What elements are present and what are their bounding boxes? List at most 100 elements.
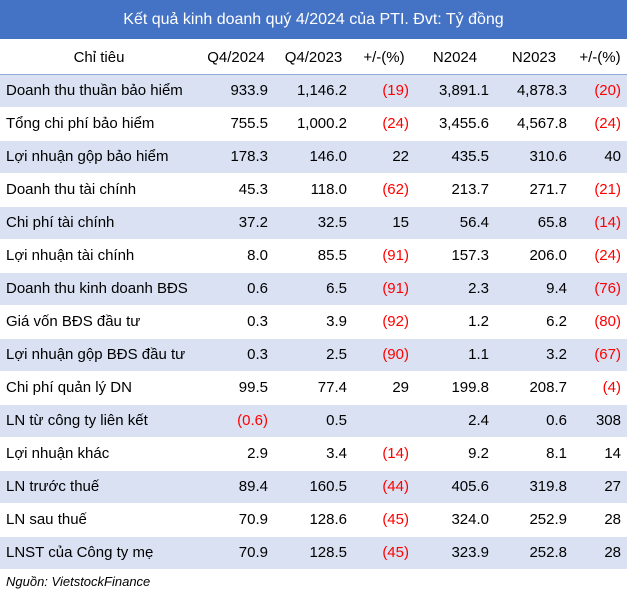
table-cell: 308 — [573, 403, 627, 437]
table-cell: (20) — [573, 73, 627, 107]
table-cell: 28 — [573, 535, 627, 569]
table-row: Tổng chi phí bảo hiểm 755.5 1,000.2 (24) 3,4… — [0, 106, 627, 140]
row-label: Lợi nhuận tài chính — [0, 238, 198, 272]
table-cell: 0.6 — [495, 403, 573, 437]
table-cell: 1.1 — [415, 337, 495, 371]
row-label: Tổng chi phí bảo hiểm — [0, 106, 198, 140]
table-row: LN trước thuế 89.4 160.5 (44) 405.6 319.8 27 — [0, 469, 627, 503]
table-row: Doanh thu tài chính 45.3 118.0 (62) 213.7 271… — [0, 172, 627, 206]
table-cell: 146.0 — [274, 139, 353, 173]
table-cell: 37.2 — [198, 205, 274, 239]
table-cell: 99.5 — [198, 370, 274, 404]
column-header-n2023: N2023 — [495, 41, 573, 75]
table-cell: 3.9 — [274, 304, 353, 338]
table-row: LN sau thuế 70.9 128.6 (45) 324.0 252.9 28 — [0, 502, 627, 536]
column-header-indicator: Chỉ tiêu — [0, 41, 198, 75]
table-row: Lợi nhuận gộp BĐS đầu tư 0.3 2.5 (90) 1.1 3.2… — [0, 337, 627, 371]
row-label: LN sau thuế — [0, 502, 198, 536]
column-header-n2024: N2024 — [415, 41, 495, 75]
table-row: LNST của Công ty mẹ 70.9 128.5 (45) 323.9 252… — [0, 535, 627, 569]
table-row: LN từ công ty liên kết (0.6) 0.5 2.4 0.6 308 — [0, 403, 627, 437]
table-cell: 9.4 — [495, 271, 573, 305]
table-cell: 27 — [573, 469, 627, 503]
table-title: Kết quả kinh doanh quý 4/2024 của PTI. Đ… — [0, 0, 627, 39]
table-cell: 3.2 — [495, 337, 573, 371]
table-cell: (0.6) — [198, 403, 274, 437]
table-cell: 199.8 — [415, 370, 495, 404]
row-label: Chi phí quản lý DN — [0, 370, 198, 404]
row-label: Giá vốn BĐS đầu tư — [0, 304, 198, 338]
row-label: Doanh thu kinh doanh BĐS — [0, 271, 198, 305]
table-cell: 1.2 — [415, 304, 495, 338]
table-cell: 3,455.6 — [415, 106, 495, 140]
table-cell: 323.9 — [415, 535, 495, 569]
table-cell: 213.7 — [415, 172, 495, 206]
row-label: Lợi nhuận khác — [0, 436, 198, 470]
table-cell: 128.6 — [274, 502, 353, 536]
row-label: LN từ công ty liên kết — [0, 403, 198, 437]
table-cell: (92) — [353, 304, 415, 338]
table-cell: (45) — [353, 535, 415, 569]
table-cell: 208.7 — [495, 370, 573, 404]
header-row: Chỉ tiêu Q4/2024 Q4/2023 +/-(%) N2024 N2… — [0, 41, 627, 75]
table-cell: 405.6 — [415, 469, 495, 503]
table-cell: 89.4 — [198, 469, 274, 503]
table-cell — [353, 403, 415, 437]
table-cell: (24) — [353, 106, 415, 140]
row-label: Lợi nhuận gộp BĐS đầu tư — [0, 337, 198, 371]
table-row: Giá vốn BĐS đầu tư 0.3 3.9 (92) 1.2 6.2 (80) — [0, 304, 627, 338]
table-cell: 178.3 — [198, 139, 274, 173]
table-cell: 32.5 — [274, 205, 353, 239]
table-row: Doanh thu thuần bảo hiểm 933.9 1,146.2 (19)… — [0, 73, 627, 107]
table-cell: 3,891.1 — [415, 73, 495, 107]
table-cell: 206.0 — [495, 238, 573, 272]
column-header-year-change: +/-(%) — [573, 41, 627, 75]
table-cell: 2.5 — [274, 337, 353, 371]
table-cell: (19) — [353, 73, 415, 107]
table-cell: 310.6 — [495, 139, 573, 173]
table-cell: 4,878.3 — [495, 73, 573, 107]
results-table: Chỉ tiêu Q4/2024 Q4/2023 +/-(%) N2024 N2… — [0, 41, 627, 569]
row-label: Doanh thu tài chính — [0, 172, 198, 206]
table-cell: 271.7 — [495, 172, 573, 206]
table-cell: 0.6 — [198, 271, 274, 305]
table-cell: 14 — [573, 436, 627, 470]
table-cell: 77.4 — [274, 370, 353, 404]
table-cell: 160.5 — [274, 469, 353, 503]
table-cell: (67) — [573, 337, 627, 371]
table-row: Lợi nhuận tài chính 8.0 85.5 (91) 157.3 206.0… — [0, 238, 627, 272]
table-row: Lợi nhuận gộp bảo hiểm 178.3 146.0 22 435.5 3… — [0, 139, 627, 173]
table-cell: 1,000.2 — [274, 106, 353, 140]
table-cell: (91) — [353, 238, 415, 272]
table-cell: 2.4 — [415, 403, 495, 437]
row-label: Doanh thu thuần bảo hiểm — [0, 73, 198, 107]
table-cell: (45) — [353, 502, 415, 536]
table-cell: 85.5 — [274, 238, 353, 272]
table-cell: 15 — [353, 205, 415, 239]
row-label: LN trước thuế — [0, 469, 198, 503]
table-cell: (44) — [353, 469, 415, 503]
table-cell: (91) — [353, 271, 415, 305]
table-cell: 0.3 — [198, 337, 274, 371]
table-cell: 4,567.8 — [495, 106, 573, 140]
table-row: Chi phí tài chính 37.2 32.5 15 56.4 65.8 (14) — [0, 205, 627, 239]
table-cell: 319.8 — [495, 469, 573, 503]
table-cell: 0.5 — [274, 403, 353, 437]
table-cell: 157.3 — [415, 238, 495, 272]
table-cell: 6.5 — [274, 271, 353, 305]
table-cell: 65.8 — [495, 205, 573, 239]
table-cell: (14) — [573, 205, 627, 239]
table-cell: (24) — [573, 238, 627, 272]
table-cell: 6.2 — [495, 304, 573, 338]
table-cell: 324.0 — [415, 502, 495, 536]
table-cell: (24) — [573, 106, 627, 140]
table-cell: (80) — [573, 304, 627, 338]
table-cell: 70.9 — [198, 502, 274, 536]
table-cell: (14) — [353, 436, 415, 470]
table-cell: 2.3 — [415, 271, 495, 305]
table-cell: 252.9 — [495, 502, 573, 536]
row-label: LNST của Công ty mẹ — [0, 535, 198, 569]
column-header-q4-2023: Q4/2023 — [274, 41, 353, 75]
table-cell: (90) — [353, 337, 415, 371]
